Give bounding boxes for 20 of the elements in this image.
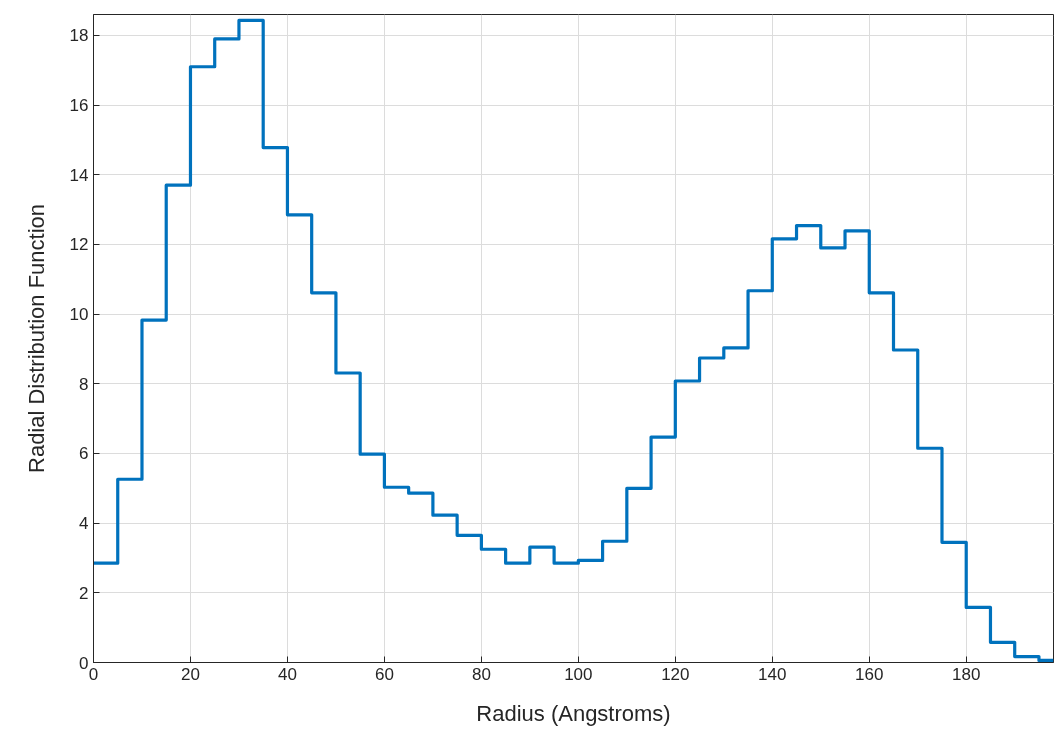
x-axis-title: Radius (Angstroms) [476, 700, 671, 726]
x-tick-label: 20 [181, 664, 200, 684]
y-tick-label: 8 [79, 374, 89, 394]
y-tick-label: 12 [69, 235, 89, 255]
x-tick-label: 140 [758, 664, 787, 684]
y-tick-label: 10 [69, 305, 89, 325]
y-tick-label: 18 [69, 26, 89, 46]
x-tick-label: 180 [952, 664, 981, 684]
y-tick-label: 16 [69, 96, 89, 116]
x-tick-label: 160 [855, 664, 884, 684]
x-tick-label: 100 [564, 664, 593, 684]
x-tick-label: 80 [471, 664, 491, 684]
y-tick-label: 4 [79, 514, 89, 534]
x-tick-label: 120 [661, 664, 690, 684]
y-tick-label: 6 [79, 444, 89, 464]
x-tick-label: 40 [277, 664, 297, 684]
y-axis-title: Radial Distribution Function [23, 203, 49, 474]
y-tick-label: 14 [69, 165, 89, 185]
x-tick-label: 60 [374, 664, 394, 684]
y-tick-label: 2 [79, 583, 89, 603]
